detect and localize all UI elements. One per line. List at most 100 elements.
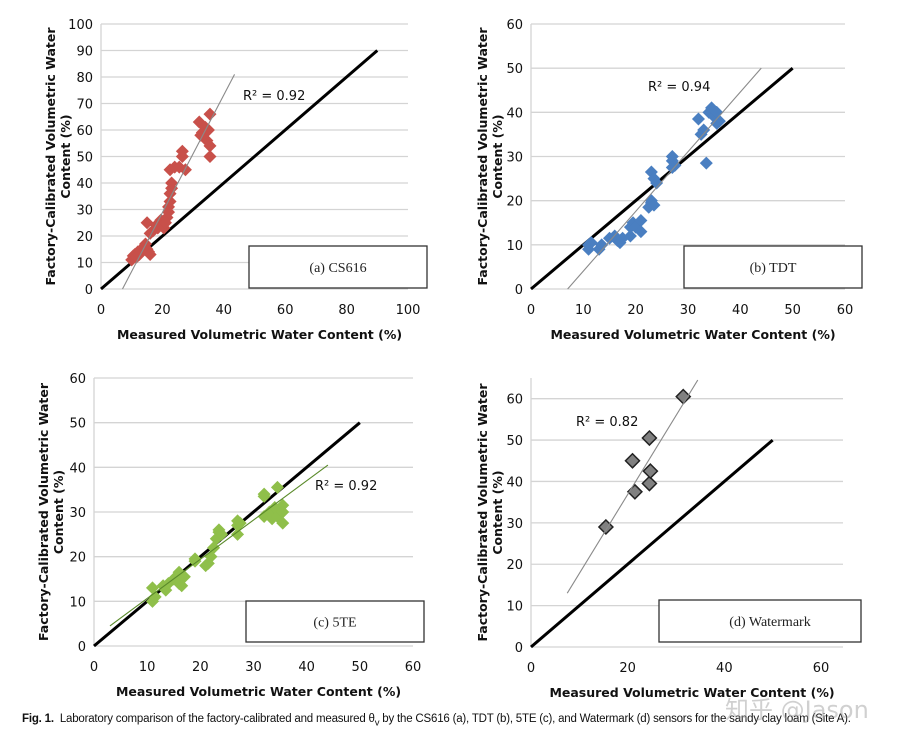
watermark: 知乎 @Jason (725, 696, 869, 724)
y-tick-label: 100 (68, 18, 93, 33)
x-tick-label: 40 (298, 660, 315, 675)
trendline (122, 74, 236, 290)
data-point (634, 225, 648, 239)
y-axis-label-line2: Content (%) (51, 470, 66, 554)
caption-label: Fig. 1. (22, 713, 54, 725)
data-point (178, 163, 192, 177)
data-point (626, 483, 643, 500)
y-tick-label: 40 (506, 475, 523, 490)
y-tick-label: 40 (506, 106, 523, 121)
figure-caption: Fig. 1. Laboratory comparison of the fac… (22, 713, 851, 728)
data-point (215, 527, 229, 541)
data-point (595, 238, 609, 252)
data-point (270, 480, 284, 494)
y-tick-label: 10 (76, 257, 93, 272)
x-tick-label: 20 (627, 303, 644, 318)
y-tick-label: 40 (76, 177, 93, 192)
data-point (276, 505, 290, 519)
y-tick-label: 70 (76, 98, 93, 113)
data-point (623, 229, 637, 243)
data-point (233, 516, 247, 530)
data-point (691, 112, 705, 126)
data-point (165, 176, 179, 190)
y-axis-label-line2: Content (%) (490, 470, 505, 554)
trendline (567, 67, 762, 290)
y-tick-label: 0 (85, 283, 93, 298)
one-to-one-line (530, 438, 774, 649)
panel-label-box (683, 245, 863, 289)
x-tick-label: 50 (352, 660, 369, 675)
caption-subscript: v (374, 717, 380, 729)
panel-label: (b) TDT (750, 261, 797, 276)
one-to-one-line (530, 67, 794, 291)
r-squared-label: R² = 0.92 (243, 89, 305, 104)
x-tick-label: 60 (813, 661, 830, 676)
data-point (697, 123, 711, 137)
y-tick-label: 40 (69, 461, 86, 476)
x-tick-label: 20 (619, 661, 636, 676)
x-tick-label: 40 (732, 303, 749, 318)
data-point (257, 487, 271, 501)
y-tick-label: 60 (76, 124, 93, 139)
y-tick-label: 10 (506, 600, 523, 615)
panel-label: (c) 5TE (313, 616, 356, 631)
x-tick-label: 100 (396, 303, 421, 318)
panel-label-box (245, 600, 425, 643)
x-tick-label: 30 (245, 660, 262, 675)
x-tick-label: 30 (680, 303, 697, 318)
data-point (665, 161, 679, 175)
y-tick-label: 30 (506, 151, 523, 166)
x-axis-label: Measured Volumetric Water Content (%) (116, 684, 401, 699)
data-point (203, 107, 217, 121)
data-point (140, 216, 154, 230)
data-point (699, 156, 713, 170)
x-tick-label: 0 (527, 303, 535, 318)
data-point (650, 176, 664, 190)
y-tick-label: 0 (78, 640, 86, 655)
panel-label-box (248, 245, 428, 289)
y-tick-label: 60 (506, 393, 523, 408)
y-tick-label: 20 (76, 230, 93, 245)
data-point (641, 475, 658, 492)
panel-label: (d) Watermark (729, 615, 810, 630)
y-tick-label: 0 (515, 283, 523, 298)
data-point (231, 527, 245, 541)
y-tick-label: 20 (506, 558, 523, 573)
data-point (175, 144, 189, 158)
data-point (143, 248, 157, 262)
data-point (188, 554, 202, 568)
y-axis-label-line1: Factory-Calibrated Volumetric Water (475, 383, 490, 642)
x-tick-label: 0 (90, 660, 98, 675)
x-axis-label: Measured Volumetric Water Content (%) (549, 685, 834, 700)
panel-label: (a) CS616 (309, 261, 366, 276)
chart-panel-a: 0 10 20 30 40 50 60 70 80 90 100 0 20 40 60 80 100 Measur… (43, 18, 428, 342)
trendline (109, 464, 329, 627)
data-point (203, 139, 217, 153)
x-tick-label: 40 (216, 303, 233, 318)
x-axis-label: Measured Volumetric Water Content (%) (117, 327, 402, 342)
data-point (276, 498, 290, 512)
y-tick-label: 0 (515, 641, 523, 656)
y-tick-label: 50 (506, 434, 523, 449)
y-tick-label: 30 (506, 517, 523, 532)
data-point (710, 116, 724, 130)
chart-panel-d: 0 10 20 30 40 50 60 0 20 40 60 Measured Volumetric … (475, 378, 862, 700)
y-tick-label: 30 (76, 204, 93, 219)
x-tick-label: 0 (97, 303, 105, 318)
r-squared-label: R² = 0.94 (648, 80, 710, 95)
y-tick-label: 50 (506, 62, 523, 77)
chart-panel-c: 0 10 20 30 40 50 60 0 10 20 30 40 50 60 Measured Volum… (36, 372, 425, 699)
x-tick-label: 40 (716, 661, 733, 676)
data-point (584, 236, 598, 250)
y-axis-label-line1: Factory-Calibrated Volumetric Water (475, 27, 490, 286)
x-tick-label: 50 (784, 303, 801, 318)
y-tick-label: 30 (69, 506, 86, 521)
y-tick-label: 90 (76, 45, 93, 60)
caption-text: Laboratory comparison of the factory-cal… (59, 713, 375, 725)
y-tick-label: 10 (69, 595, 86, 610)
x-axis-label: Measured Volumetric Water Content (%) (550, 327, 835, 342)
data-point (148, 590, 162, 604)
r-squared-label: R² = 0.82 (576, 415, 638, 430)
